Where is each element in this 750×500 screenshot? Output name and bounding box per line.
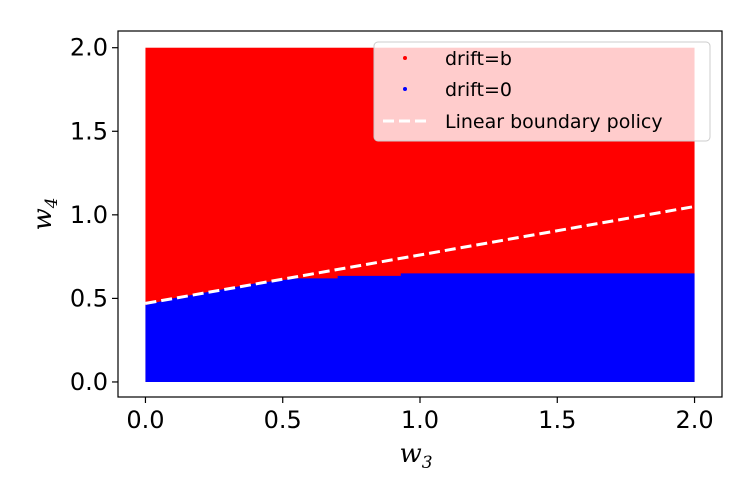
- x-tick-label: 0.0: [126, 406, 164, 434]
- linear-boundary-line: [145, 205, 695, 305]
- x-axis-label: w3: [399, 439, 432, 473]
- x-tick-label: 1.0: [401, 406, 439, 434]
- y-tick-label: 1.0: [70, 201, 108, 229]
- axes: 0.0 0.5 1.0 1.5 2.0 0.0 0.5 1.0 1.5 2.0 w3 w4: [28, 30, 723, 473]
- legend-marker-drift-b: [403, 56, 407, 60]
- x-tick-label: 0.5: [264, 406, 302, 434]
- x-tick-label: 1.5: [538, 406, 576, 434]
- legend-label: drift=b: [445, 48, 512, 70]
- legend-box: [373, 41, 711, 142]
- y-axis-label: w4: [28, 197, 62, 230]
- drift-0-region: [145, 273, 695, 382]
- legend-label: Linear boundary policy: [445, 111, 663, 133]
- y-tick-label: 0.5: [70, 284, 108, 312]
- y-tick-label: 1.5: [70, 117, 108, 145]
- legend-label: drift=0: [445, 79, 512, 101]
- x-tick-label: 2.0: [675, 406, 713, 434]
- y-tick-label: 0.0: [70, 368, 108, 396]
- legend: drift=b drift=0 Linear boundary policy: [373, 41, 711, 142]
- legend-marker-drift-0: [403, 87, 407, 91]
- y-tick-label: 2.0: [70, 34, 108, 62]
